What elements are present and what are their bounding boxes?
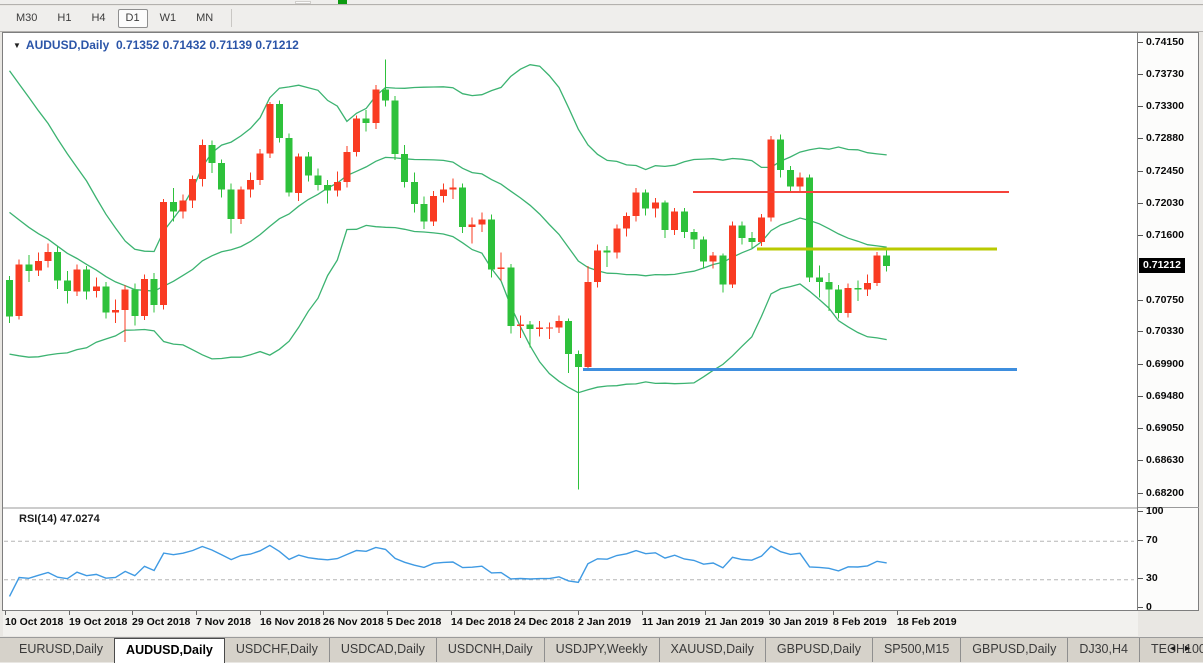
price-tick: 0.70330 [1138, 325, 1184, 338]
rsi-label: RSI(14) 47.0274 [19, 513, 100, 525]
tab-scroll-arrows: ◄► [1168, 643, 1198, 653]
time-label: 26 Nov 2018 [323, 611, 384, 628]
chart-tab-dj30-h4[interactable]: DJ30,H4 [1067, 638, 1139, 662]
time-label: 29 Oct 2018 [132, 611, 191, 628]
price-tick: 0.74150 [1138, 36, 1184, 48]
time-label: 2 Jan 2019 [578, 611, 632, 628]
chart-tab-usdcnh-daily[interactable]: USDCNH,Daily [435, 638, 544, 662]
time-label: 8 Feb 2019 [833, 611, 887, 628]
price-tick: 0.71600 [1138, 229, 1184, 242]
chart-tab-usdjpy-weekly[interactable]: USDJPY,Weekly [543, 638, 659, 662]
panel-divider [1138, 507, 1199, 508]
timeframe-button-D1[interactable]: D1 [117, 9, 148, 28]
toolbar-separator [231, 9, 233, 27]
time-label: 18 Feb 2019 [897, 611, 957, 628]
price-tick: 0.69050 [1138, 422, 1184, 435]
rsi-scale-tick: 0 [1138, 601, 1152, 613]
chart-tab-bar: EURUSD,Daily AUDUSD,Daily USDCHF,Daily USDC… [0, 637, 1203, 663]
chart-tab-usdchf-daily[interactable]: USDCHF,Daily [235, 642, 318, 656]
time-label: 10 Oct 2018 [5, 611, 64, 628]
price-tick: 0.73300 [1138, 100, 1184, 113]
timeframe-button-MN[interactable]: MN [196, 12, 214, 24]
time-label: 19 Oct 2018 [69, 611, 128, 628]
chart-window: ▼ AUDUSD,Daily 0.71352 0.71432 0.71139 0.… [2, 32, 1199, 613]
price-tick: 0.69480 [1138, 389, 1184, 402]
tab-scroll-left-icon[interactable]: ◄ [1168, 643, 1184, 653]
price-tick: 0.68630 [1138, 454, 1184, 467]
price-tick: 0.72030 [1138, 196, 1184, 209]
tab-scroll-right-icon[interactable]: ► [1183, 643, 1198, 653]
time-axis[interactable]: 10 Oct 2018 19 Oct 2018 29 Oct 2018 7 Nov 2… [3, 611, 1138, 636]
chart-tab-gbpusd-daily[interactable]: GBPUSD,Daily [764, 638, 872, 662]
time-label: 5 Dec 2018 [387, 611, 442, 628]
chart-tabs: EURUSD,Daily AUDUSD,Daily USDCHF,Daily USDC… [8, 638, 1203, 663]
horizontal-lines[interactable] [583, 191, 1017, 371]
rsi-scale-tick: 70 [1138, 533, 1158, 546]
timeframe-button-W1[interactable]: W1 [159, 12, 177, 24]
chart-tab-gbpusd-daily[interactable]: GBPUSD,Daily [960, 638, 1067, 662]
chart-tab-usdcad-daily[interactable]: USDCAD,Daily [328, 638, 436, 662]
timeframe-button-M30[interactable]: M30 [16, 12, 38, 24]
time-label: 7 Nov 2018 [196, 611, 251, 628]
chart-tab-xauusd-daily[interactable]: XAUUSD,Daily [658, 638, 765, 662]
time-label: 16 Nov 2018 [260, 611, 321, 628]
price-tick: 0.72450 [1138, 164, 1184, 177]
timeframe-button-H1[interactable]: H1 [57, 12, 72, 24]
price-tick: 0.72880 [1138, 132, 1184, 145]
time-label: 14 Dec 2018 [451, 611, 512, 628]
time-label: 24 Dec 2018 [514, 611, 575, 628]
timeframe-toolbar: M30 H1 H4 D1 W1 MN [0, 6, 1203, 32]
chevron-down-icon: ▼ [13, 41, 21, 50]
rsi-scale-tick: 30 [1138, 572, 1158, 585]
rsi-levels [4, 540, 1134, 581]
partial-green-icon [338, 0, 347, 4]
price-tick: 0.70750 [1138, 293, 1184, 306]
chart-tab-tech100[interactable]: TECH100 [1138, 638, 1203, 662]
top-partial-toolbar [0, 0, 1203, 5]
symbol-label: AUDUSD,Daily [25, 38, 110, 52]
price-axis[interactable]: 0.71212 0.74150 0.73730 0.73300 0.72880 0.72… [1137, 33, 1199, 613]
chart-tab-eurusd-daily[interactable]: EURUSD,Daily [19, 642, 104, 656]
rsi-line [8, 544, 887, 597]
candles-layer [6, 59, 891, 490]
time-label: 30 Jan 2019 [769, 611, 828, 628]
partial-button [295, 1, 311, 4]
time-label: 11 Jan 2019 [642, 611, 701, 628]
ohlc-values: 0.71352 0.71432 0.71139 0.71212 [115, 38, 299, 52]
price-chart[interactable] [3, 33, 1137, 610]
symbol-ohlc-header: ▼ AUDUSD,Daily 0.71352 0.71432 0.71139 0.… [13, 38, 299, 52]
price-tick: 0.69900 [1138, 357, 1184, 370]
chart-tab-audusd-daily[interactable]: AUDUSD,Daily [114, 638, 225, 663]
timeframe-button-H4[interactable]: H4 [91, 12, 106, 24]
price-tick: 0.68200 [1138, 486, 1184, 499]
rsi-scale-tick: 100 [1138, 505, 1164, 517]
time-label: 21 Jan 2019 [705, 611, 764, 628]
current-price-label: 0.71212 [1139, 257, 1185, 273]
chart-tab-sp500-m15[interactable]: SP500,M15 [871, 638, 960, 662]
price-tick: 0.73730 [1138, 67, 1184, 80]
bollinger-bands [8, 64, 887, 394]
